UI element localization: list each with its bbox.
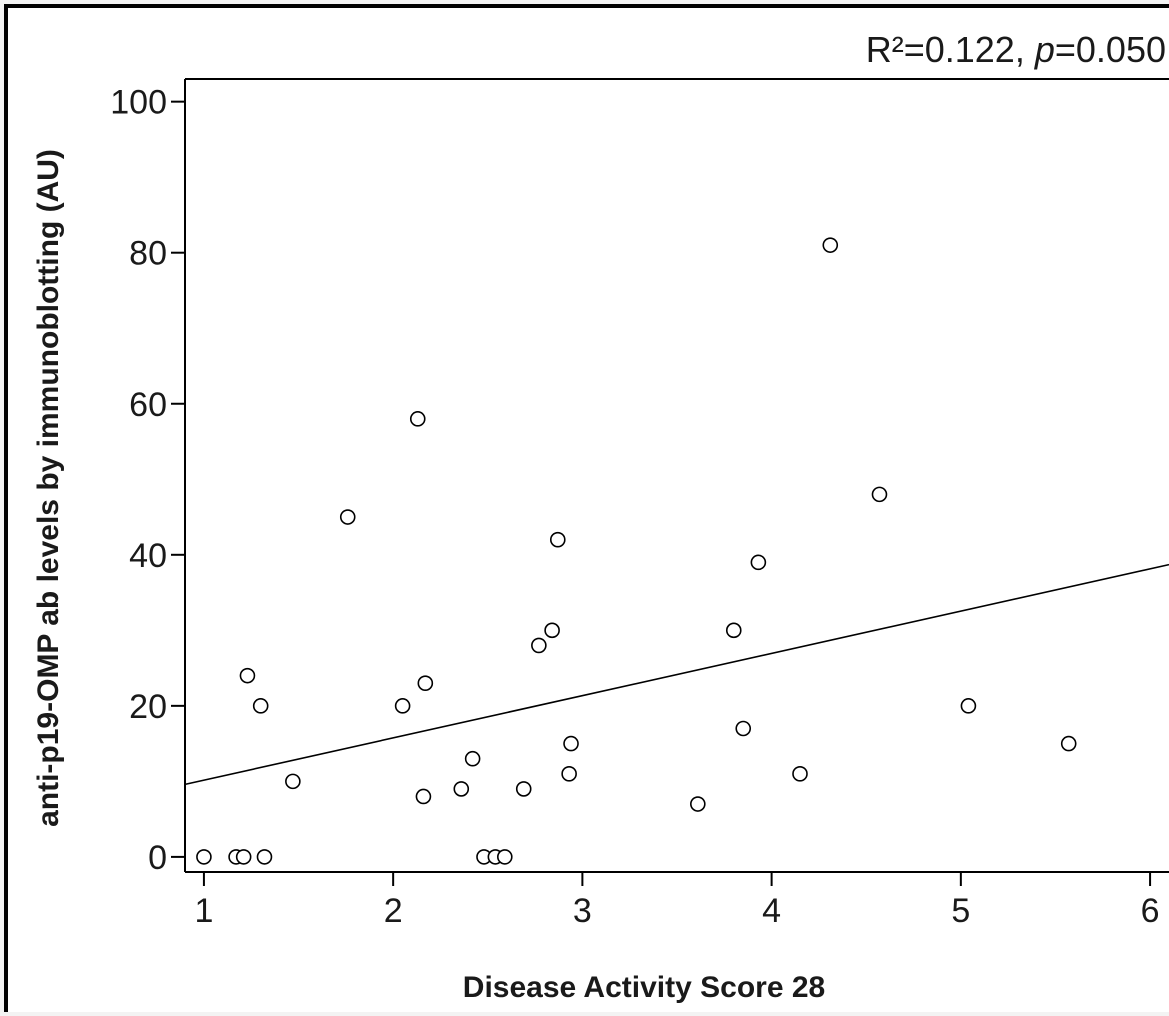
data-point [285,773,301,790]
data-point [544,622,560,639]
chart-frame: 0 20 40 60 80 100 1 2 3 4 5 6 R²=0.122, p=0.050 Di… [4,4,1169,1012]
data-point [725,622,742,639]
p-value-text: =0.050 [1055,29,1166,70]
regression-line [184,563,1169,786]
y-tick-label: 60 [129,386,167,424]
stats-annotation: R²=0.122, p=0.050 [866,29,1166,70]
x-tick-label: 6 [1141,892,1160,930]
x-axis-title: Disease Activity Score 28 [463,971,825,1004]
data-point [563,735,579,752]
data-point [822,237,839,253]
data-point [252,698,269,714]
x-tick-label: 4 [762,892,781,930]
data-point [409,411,426,427]
data-point [871,486,888,503]
data-point [549,531,566,548]
y-tick-label: 80 [129,235,167,273]
data-point [690,796,706,812]
y-tick-label: 20 [129,688,167,726]
data-point [415,788,432,805]
data-point [735,720,752,737]
data-point [235,849,252,865]
data-points [196,237,1077,865]
scatter-chart: 0 20 40 60 80 100 1 2 3 4 5 6 R²=0.122, p=0.050 Di… [32,29,1169,1004]
y-axis-title: anti-p19-OMP ab levels by immunoblotting… [32,149,65,827]
data-point [750,554,767,571]
data-point [960,698,977,714]
data-point [256,849,273,865]
y-tick-label: 40 [129,537,167,575]
x-tick-label: 2 [384,892,403,930]
data-point [464,750,481,767]
data-point [453,781,470,797]
data-point [561,766,577,782]
data-point [1060,735,1077,752]
data-point [531,637,547,654]
y-axis-ticks: 0 20 40 60 80 100 [110,84,185,877]
regression-line-group [184,563,1169,786]
x-tick-label: 1 [194,892,213,930]
x-tick-label: 3 [573,892,592,930]
y-tick-label: 0 [148,839,167,877]
data-point [792,766,808,782]
data-point [239,667,256,684]
data-point [394,698,411,714]
data-point [496,849,513,865]
data-point [339,509,356,525]
y-tick-label: 100 [110,84,167,122]
x-tick-label: 5 [951,892,970,930]
p-symbol: p [1034,29,1055,70]
x-axis-ticks: 1 2 3 4 5 6 [194,872,1160,930]
data-point [515,781,532,797]
r2-text: R²=0.122, [866,29,1035,70]
data-point [417,675,434,691]
data-point [196,849,212,865]
